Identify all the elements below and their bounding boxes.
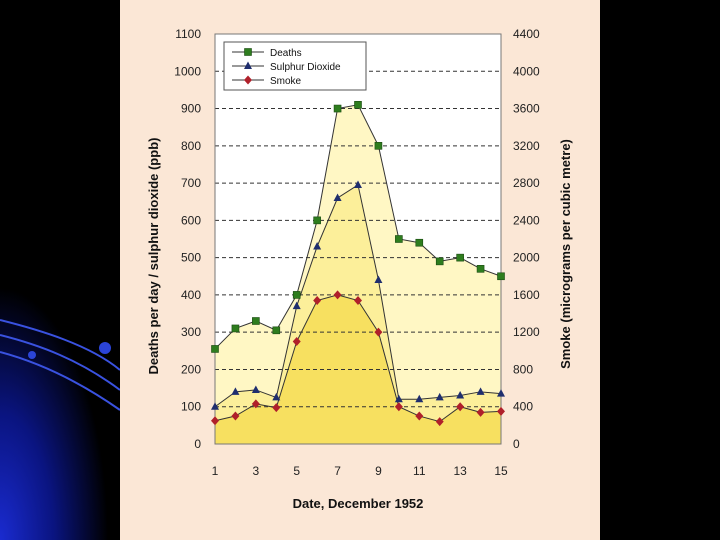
x-tick-label: 15 bbox=[494, 464, 508, 478]
deaths-point bbox=[435, 257, 444, 266]
x-tick-label: 1 bbox=[212, 464, 219, 478]
y-left-tick-label: 400 bbox=[181, 288, 201, 302]
sulphur-dioxide-point bbox=[292, 301, 301, 310]
deaths-point bbox=[476, 265, 485, 273]
x-axis-ticks: 1 3 5 7 9 11 13 15 bbox=[212, 464, 508, 478]
smoke-point bbox=[272, 403, 281, 413]
sulphur-dioxide-point bbox=[476, 387, 485, 395]
y-right-tick-label: 800 bbox=[513, 362, 533, 376]
x-axis-title: Date, December 1952 bbox=[293, 496, 424, 511]
x-tick-label: 9 bbox=[375, 464, 382, 478]
smoke-point bbox=[211, 416, 219, 426]
legend-marker bbox=[244, 48, 252, 56]
legend-marker bbox=[244, 61, 252, 69]
y-left-tick-label: 200 bbox=[181, 362, 201, 376]
y-right-tick-label: 2800 bbox=[513, 176, 540, 190]
y-right-tick-label: 1600 bbox=[513, 288, 540, 302]
sulphur-dioxide-point bbox=[415, 394, 424, 403]
y-left-tick-label: 100 bbox=[181, 400, 201, 414]
smoke-point bbox=[456, 402, 465, 412]
sulphur-dioxide-point bbox=[272, 392, 281, 401]
y-right-tick-label: 3200 bbox=[513, 139, 540, 153]
deaths-point bbox=[456, 253, 464, 262]
y-right-tick-label: 1200 bbox=[513, 325, 540, 339]
sulphur-dioxide-point bbox=[211, 402, 219, 410]
deaths-point bbox=[415, 238, 424, 247]
x-tick-label: 3 bbox=[253, 464, 260, 478]
deaths-point bbox=[497, 272, 505, 281]
legend-label: Deaths bbox=[270, 48, 302, 59]
smoke-point bbox=[333, 290, 342, 300]
y-left-tick-label: 900 bbox=[181, 102, 201, 116]
decorative-dot bbox=[28, 351, 36, 359]
y-left-tick-label: 0 bbox=[194, 437, 201, 451]
smoke-point bbox=[476, 407, 485, 417]
y-axis-right-title: Smoke (micrograms per cubic metre) bbox=[558, 139, 573, 369]
legend-marker bbox=[244, 75, 252, 85]
sulphur-dioxide-point bbox=[497, 389, 505, 397]
x-tick-label: 5 bbox=[293, 464, 300, 478]
deaths-point bbox=[374, 142, 383, 150]
y-right-tick-label: 0 bbox=[513, 437, 520, 451]
y-left-tick-label: 1100 bbox=[175, 27, 201, 41]
y-right-tick-label: 2400 bbox=[513, 213, 540, 227]
smoke-point bbox=[415, 411, 424, 421]
sulphur-dioxide-point bbox=[251, 385, 260, 393]
smoke-point bbox=[354, 296, 362, 305]
left-axis-ticks: 0 100 200 300 400 500 600 700 800 900 1000 1100 bbox=[174, 27, 201, 451]
smoke-point bbox=[313, 296, 322, 305]
sulphur-dioxide-point bbox=[394, 394, 403, 403]
x-tick-label: 11 bbox=[413, 464, 426, 478]
sulphur-dioxide-point bbox=[333, 193, 342, 201]
right-axis-ticks: 0 400 800 1200 1600 2000 2400 2800 3200 3600 4000 4… bbox=[513, 27, 540, 451]
sulphur-dioxide-point bbox=[354, 180, 362, 188]
smoke-point bbox=[292, 337, 301, 346]
y-left-tick-label: 1000 bbox=[174, 64, 201, 78]
y-right-tick-label: 3600 bbox=[513, 102, 540, 116]
smoke-point bbox=[435, 417, 444, 427]
decorative-dot bbox=[99, 342, 111, 354]
sulphur-dioxide-point bbox=[456, 391, 465, 399]
decorative-swoosh bbox=[0, 319, 121, 411]
deaths-point bbox=[354, 101, 362, 109]
pollution-deaths-chart: 0 100 200 300 400 500 600 700 800 900 1000 1100 0 40… bbox=[146, 27, 573, 511]
y-left-tick-label: 800 bbox=[181, 139, 201, 153]
sulphur-dioxide-point bbox=[231, 387, 240, 395]
deaths-point bbox=[292, 291, 301, 299]
deaths-point bbox=[333, 104, 342, 113]
y-left-tick-label: 500 bbox=[181, 251, 201, 265]
y-left-tick-label: 600 bbox=[181, 213, 201, 227]
y-right-tick-label: 4400 bbox=[513, 27, 540, 41]
y-axis-left-title: Deaths per day / sulphur dioxide (ppb) bbox=[146, 138, 161, 375]
deaths-point bbox=[395, 235, 403, 243]
smoke-point bbox=[374, 327, 383, 337]
deaths-point bbox=[211, 345, 219, 353]
y-left-tick-label: 700 bbox=[181, 176, 201, 190]
y-left-tick-label: 300 bbox=[181, 325, 201, 339]
smoke-point bbox=[231, 411, 240, 421]
series-markers bbox=[211, 101, 505, 427]
smoke-point bbox=[251, 399, 260, 409]
y-right-tick-label: 2000 bbox=[513, 251, 540, 265]
legend: Deaths Sulphur Dioxide Smoke bbox=[223, 41, 367, 91]
legend-label: Sulphur Dioxide bbox=[270, 62, 341, 73]
sulphur-dioxide-point bbox=[313, 241, 322, 250]
deaths-point bbox=[231, 324, 240, 333]
deaths-point bbox=[272, 326, 281, 335]
smoke-point bbox=[394, 402, 403, 412]
legend-label: Smoke bbox=[270, 76, 302, 87]
x-tick-label: 13 bbox=[453, 464, 467, 478]
y-right-tick-label: 4000 bbox=[513, 64, 540, 78]
plot-border bbox=[214, 33, 502, 445]
deaths-point bbox=[252, 317, 260, 325]
smoke-point bbox=[497, 406, 505, 416]
sulphur-dioxide-point bbox=[435, 392, 444, 401]
y-right-tick-label: 400 bbox=[513, 400, 533, 414]
x-tick-label: 7 bbox=[334, 464, 341, 478]
sulphur-dioxide-point bbox=[374, 275, 383, 283]
deaths-point bbox=[313, 216, 321, 225]
